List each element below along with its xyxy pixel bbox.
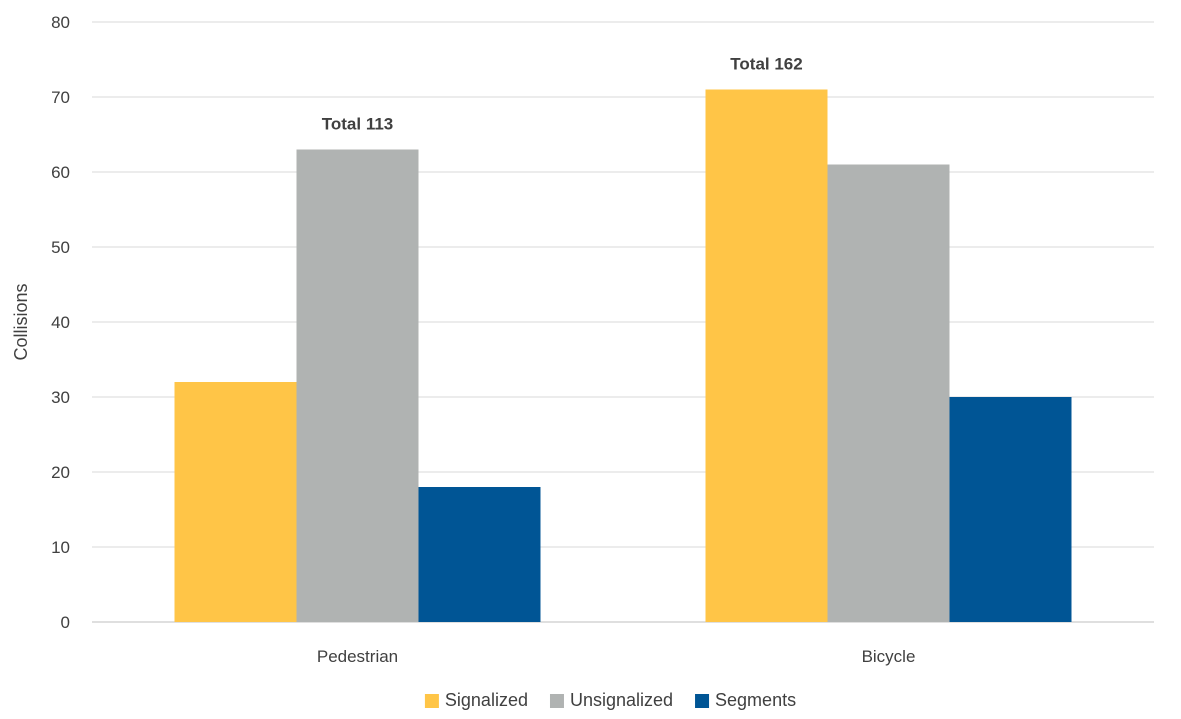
- y-tick-label: 50: [51, 238, 70, 257]
- bar-pedestrian-unsignalized: [296, 149, 419, 622]
- legend-label: Signalized: [445, 690, 528, 710]
- legend-item: Segments: [695, 690, 796, 710]
- total-annotation: Total 113: [322, 115, 394, 134]
- y-tick-label: 80: [51, 13, 70, 32]
- bars: [174, 89, 1072, 622]
- legend-item: Unsignalized: [549, 690, 673, 710]
- legend-label: Unsignalized: [570, 690, 673, 710]
- bar-bicycle-signalized: [705, 89, 828, 622]
- legend: Signalized Unsignalized Segments: [424, 690, 796, 710]
- y-axis-ticks: 0 10 20 30 40 50 60 70 80: [51, 13, 70, 632]
- y-axis-title: Collisions: [11, 283, 31, 360]
- bar-pedestrian-signalized: [174, 382, 297, 622]
- total-annotation: Total 162: [730, 55, 802, 74]
- x-axis-categories: Pedestrian Bicycle: [317, 647, 916, 666]
- annotations: Total 113 Total 162: [322, 55, 803, 134]
- y-tick-label: 70: [51, 88, 70, 107]
- bar-pedestrian-segments: [418, 487, 541, 622]
- y-tick-label: 10: [51, 538, 70, 557]
- y-tick-label: 30: [51, 388, 70, 407]
- legend-swatch: [549, 694, 564, 708]
- legend-swatch: [424, 694, 439, 708]
- x-category-label: Pedestrian: [317, 647, 398, 666]
- legend-swatch: [695, 694, 710, 708]
- bar-bicycle-segments: [949, 397, 1072, 622]
- x-category-label: Bicycle: [862, 647, 916, 666]
- legend-item: Signalized: [424, 690, 528, 710]
- y-tick-label: 60: [51, 163, 70, 182]
- bar-bicycle-unsignalized: [827, 164, 950, 622]
- legend-label: Segments: [715, 690, 796, 710]
- y-tick-label: 0: [61, 613, 70, 632]
- y-tick-label: 40: [51, 313, 70, 332]
- y-tick-label: 20: [51, 463, 70, 482]
